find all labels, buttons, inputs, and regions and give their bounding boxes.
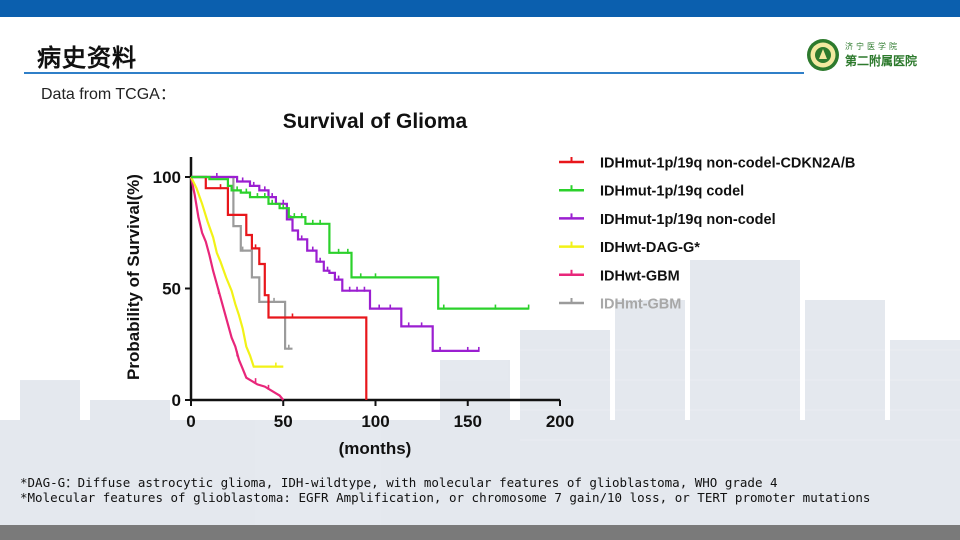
y-tick-label: 50 (162, 280, 181, 299)
series-line-6 (191, 175, 293, 350)
legend-label: IDHmut-1p/19q codel (600, 184, 744, 200)
bottom-accent-bar (0, 525, 960, 540)
legend-label: IDHwt-DAG-G* (600, 240, 700, 256)
legend-label: IDHwt-GBM (600, 268, 680, 284)
y-tick-label: 0 (172, 391, 181, 410)
x-tick-label: 0 (186, 412, 195, 431)
university-logo-icon (807, 39, 839, 71)
y-axis-label: Probability of Survival(%) (124, 174, 143, 380)
series-line-3 (191, 175, 479, 352)
x-tick-label: 50 (274, 412, 293, 431)
data-source-text: Data from TCGA： (41, 86, 176, 103)
page-title: 病史资料 (37, 44, 137, 72)
university-name: 济宁医学院 (845, 42, 900, 51)
hospital-name: 第二附属医院 (845, 54, 918, 68)
series-line-5 (189, 176, 285, 401)
legend-label: IDHmut-1p/19q non-codel-CDKN2A/B (600, 156, 855, 172)
x-axis-label: (months) (339, 439, 412, 458)
x-tick-label: 150 (454, 412, 482, 431)
x-tick-label: 200 (546, 412, 574, 431)
footnote-dag-g: *DAG-G：Diffuse astrocytic glioma, IDH-wi… (20, 475, 778, 490)
x-tick-label: 100 (361, 412, 389, 431)
footnote-molecular-features: *Molecular features of glioblastoma: EGF… (20, 490, 871, 505)
chart-title: Survival of Glioma (283, 110, 468, 133)
series-line-4 (190, 176, 284, 368)
legend-label: IDHmut-1p/19q non-codel (600, 212, 776, 228)
legend-label: IDHmt-GBM (600, 297, 681, 313)
title-underline (24, 72, 804, 74)
top-accent-bar (0, 0, 960, 17)
y-tick-label: 100 (153, 168, 181, 187)
